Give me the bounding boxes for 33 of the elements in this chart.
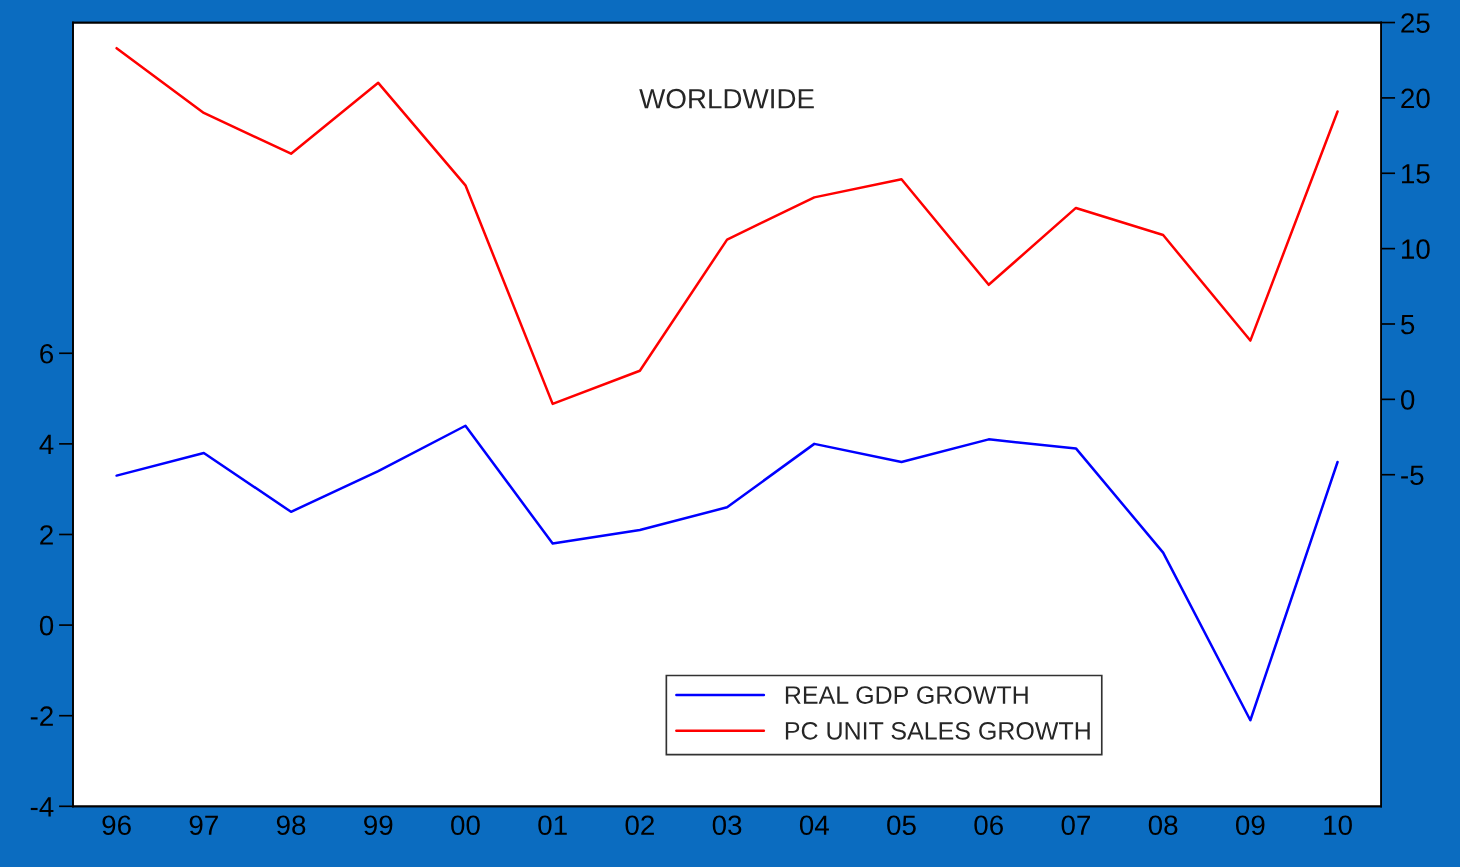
x-tick-label: 08	[1148, 815, 1178, 836]
x-tick-label: 03	[712, 815, 742, 836]
x-tick-label: 04	[799, 815, 829, 836]
x-tick-label: 96	[102, 815, 131, 836]
x-tick-label: 01	[538, 815, 567, 836]
x-tick-label: 10	[1324, 815, 1352, 836]
y-tick-label: -2	[30, 706, 53, 726]
x-tick-label: 00	[451, 815, 480, 836]
text: WORLDWIDE	[639, 88, 814, 109]
y-tick-label: 6	[40, 343, 54, 364]
y-tick-label: 4	[39, 434, 54, 454]
x-tick-label: 05	[887, 815, 916, 836]
x-tick-label: 09	[1235, 815, 1265, 836]
y2-tick-label: 25	[1401, 13, 1430, 33]
y2-tick-label: 5	[1401, 314, 1415, 335]
y-tick-label: 2	[40, 525, 53, 545]
y2-tick-label: 0	[1401, 390, 1415, 410]
y2-tick-label: -5	[1401, 465, 1424, 486]
line-series	[115, 46, 1339, 406]
y-tick-label: -4	[30, 797, 54, 817]
y2-tick-label: 20	[1401, 88, 1430, 109]
x-tick-label: 97	[189, 815, 218, 836]
x-tick-label: 07	[1061, 815, 1090, 836]
y2-tick-label: 10	[1402, 239, 1430, 259]
x-tick-label: 02	[625, 815, 654, 836]
line-series	[115, 424, 1339, 722]
legend-label: REAL GDP GROWTH	[785, 686, 1028, 704]
legend-label: PC UNIT SALES GROWTH	[785, 721, 1090, 740]
x-tick-label: 06	[974, 815, 1003, 836]
x-tick-label: 99	[364, 815, 393, 836]
y2-tick-label: 15	[1402, 164, 1430, 184]
y-tick-label: 0	[39, 615, 54, 636]
x-tick-label: 98	[276, 815, 306, 836]
